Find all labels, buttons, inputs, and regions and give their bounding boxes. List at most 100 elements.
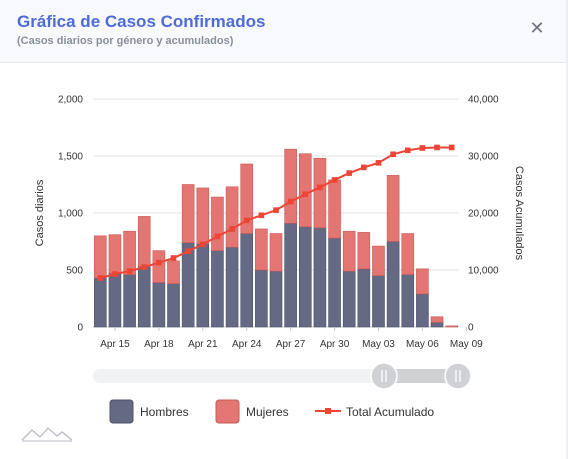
total-acumulado-point[interactable] xyxy=(331,177,338,183)
legend-item-mujeres[interactable]: Mujeres xyxy=(215,399,289,424)
total-acumulado-point[interactable] xyxy=(346,170,352,176)
total-acumulado-point[interactable] xyxy=(390,151,396,158)
bar-hombres[interactable] xyxy=(94,277,107,328)
x-tick-label: Apr 18 xyxy=(144,339,174,350)
total-acumulado-point[interactable] xyxy=(97,275,104,281)
total-acumulado-point[interactable] xyxy=(126,268,133,274)
bar-hombres[interactable] xyxy=(298,226,312,328)
range-navigator[interactable] xyxy=(93,362,472,390)
total-acumulado-point[interactable] xyxy=(170,255,177,261)
bar-hombres[interactable] xyxy=(167,283,180,328)
bar-hombres[interactable] xyxy=(123,274,136,328)
bar-mujeres[interactable] xyxy=(255,228,268,271)
total-acumulado-point[interactable] xyxy=(185,248,191,254)
total-acumulado-point[interactable] xyxy=(273,207,279,213)
total-acumulado-point[interactable] xyxy=(214,233,221,240)
bar-mujeres[interactable] xyxy=(137,216,151,267)
bar-mujeres[interactable] xyxy=(357,232,371,270)
total-acumulado-point[interactable] xyxy=(156,259,162,266)
navigator-selected-range[interactable] xyxy=(384,369,458,383)
bar-mujeres[interactable] xyxy=(211,196,224,251)
y-tick-label: 500 xyxy=(66,266,83,277)
bar-mujeres[interactable] xyxy=(372,245,385,276)
bar-mujeres[interactable] xyxy=(284,148,297,224)
bar-mujeres[interactable] xyxy=(94,235,107,279)
legend-item-hombres[interactable]: Hombres xyxy=(109,399,189,424)
legend-label-mujeres: Mujeres xyxy=(246,405,289,419)
y-axis-left: 0 500 1,000 1,500 2,000 xyxy=(58,95,83,334)
bar-hombres[interactable] xyxy=(416,293,429,328)
total-acumulado-point[interactable] xyxy=(141,264,148,270)
bar-mujeres[interactable] xyxy=(401,233,415,275)
bar-mujeres[interactable] xyxy=(167,260,180,284)
y2-tick-label: 20,000 xyxy=(468,209,499,220)
x-tick-label: Apr 21 xyxy=(188,339,218,350)
bar-mujeres[interactable] xyxy=(108,234,122,274)
bar-mujeres[interactable] xyxy=(196,187,210,245)
x-tick-label: Apr 27 xyxy=(276,339,306,350)
bar-mujeres[interactable] xyxy=(269,233,283,272)
y-axis-right: 0 10,000 20,000 30,000 40,000 xyxy=(468,95,499,334)
bar-mujeres[interactable] xyxy=(313,157,327,229)
total-acumulado-point[interactable] xyxy=(302,191,309,197)
total-acumulado-point[interactable] xyxy=(419,145,426,151)
bar-hombres[interactable] xyxy=(328,237,341,328)
brand-logo xyxy=(21,427,73,442)
total-acumulado-point[interactable] xyxy=(375,160,382,166)
legend-item-total-acumulado[interactable]: Total Acumulado xyxy=(315,405,434,419)
x-tick-label: May 03 xyxy=(362,339,395,350)
bar-mujeres[interactable] xyxy=(152,250,166,283)
bar-hombres[interactable] xyxy=(357,268,371,328)
bar-hombres[interactable] xyxy=(430,322,444,328)
navigator-handle-left[interactable] xyxy=(370,362,398,390)
bar-hombres[interactable] xyxy=(342,270,356,328)
total-acumulado-point[interactable] xyxy=(112,271,118,277)
bar-mujeres[interactable] xyxy=(298,153,312,227)
bar-hombres[interactable] xyxy=(313,227,327,328)
bar-mujeres[interactable] xyxy=(123,230,136,275)
total-acumulado-point[interactable] xyxy=(258,212,265,219)
y2-tick-label: 40,000 xyxy=(468,95,499,106)
bars xyxy=(94,148,458,328)
total-acumulado-point[interactable] xyxy=(229,226,235,232)
total-acumulado-point[interactable] xyxy=(317,184,323,191)
bar-mujeres[interactable] xyxy=(225,186,239,248)
bar-hombres[interactable] xyxy=(181,242,195,328)
bar-mujeres[interactable] xyxy=(181,184,195,243)
bar-mujeres[interactable] xyxy=(445,325,458,328)
bar-hombres[interactable] xyxy=(137,266,151,328)
total-acumulado-point[interactable] xyxy=(361,164,367,171)
y-axis-title: Casos diarios xyxy=(34,179,46,246)
bar-hombres[interactable] xyxy=(240,233,254,328)
bar-mujeres[interactable] xyxy=(342,230,356,272)
bar-mujeres[interactable] xyxy=(240,163,254,234)
bar-mujeres[interactable] xyxy=(430,316,444,323)
bar-hombres[interactable] xyxy=(108,273,122,328)
bar-hombres[interactable] xyxy=(225,246,239,328)
navigator-handle-right[interactable] xyxy=(444,362,472,390)
bar-hombres[interactable] xyxy=(255,269,268,328)
mountain-logo-icon xyxy=(21,427,73,441)
close-icon[interactable]: ✕ xyxy=(529,18,545,38)
x-tick-label: Apr 15 xyxy=(100,339,130,350)
total-acumulado-point[interactable] xyxy=(434,144,440,151)
bar-hombres[interactable] xyxy=(211,250,224,328)
total-acumulado-point[interactable] xyxy=(448,144,455,151)
total-acumulado-point[interactable] xyxy=(404,147,411,154)
bar-hombres[interactable] xyxy=(196,243,210,328)
bar-mujeres[interactable] xyxy=(416,268,429,295)
bar-mujeres[interactable] xyxy=(328,179,341,239)
bar-hombres[interactable] xyxy=(152,282,166,328)
bar-hombres[interactable] xyxy=(284,222,297,328)
total-acumulado-point[interactable] xyxy=(287,198,294,205)
bar-mujeres[interactable] xyxy=(386,175,400,242)
total-acumulado-point[interactable] xyxy=(200,241,206,248)
bar-hombres[interactable] xyxy=(401,274,415,328)
total-acumulado-point[interactable] xyxy=(243,217,250,224)
bar-hombres[interactable] xyxy=(386,241,400,328)
y-tick-label: 1,500 xyxy=(58,152,83,163)
bar-hombres[interactable] xyxy=(269,270,283,328)
bar-hombres[interactable] xyxy=(372,275,385,328)
x-axis: Apr 15 Apr 18 Apr 21 Apr 24 Apr 27 Apr 30 May … xyxy=(100,327,483,350)
